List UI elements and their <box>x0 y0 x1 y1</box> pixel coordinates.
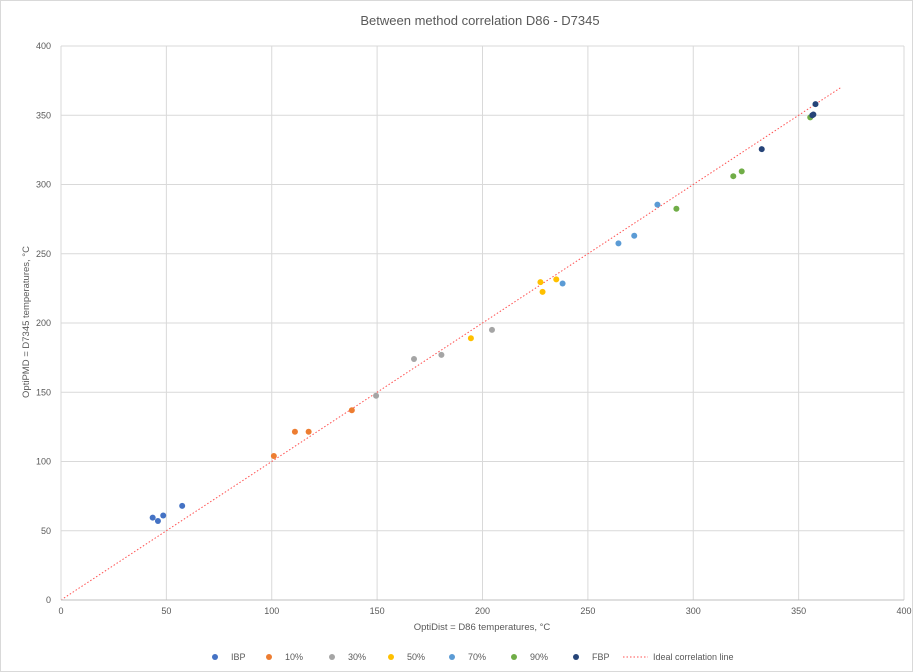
legend-label: IBP <box>231 652 246 662</box>
x-tick-label: 400 <box>896 606 911 616</box>
legend-marker <box>266 654 272 660</box>
reference-line-layer <box>60 87 842 601</box>
x-axis-title: OptiDist = D86 temperatures, °C <box>414 622 551 633</box>
y-tick-label: 400 <box>36 41 51 51</box>
x-tick-label: 300 <box>686 606 701 616</box>
x-tick-label: 0 <box>58 606 63 616</box>
y-tick-label: 250 <box>36 249 51 259</box>
data-point-series-0 <box>154 518 161 525</box>
y-tick-label: 0 <box>46 595 51 605</box>
tick-labels: 0 50 100 150 200 250 300 350 400 0 50 100 150 200 250 3… <box>36 41 912 616</box>
legend-label: Ideal correlation line <box>653 652 734 662</box>
data-point-series-4 <box>615 240 622 247</box>
data-point-series-5 <box>673 205 680 212</box>
ideal-correlation-line <box>60 87 842 601</box>
y-tick-label: 100 <box>36 457 51 467</box>
data-point-series-0 <box>149 514 156 521</box>
legend: IBP 10% 30% 50% 70% 90% FBP Ideal correlation l… <box>212 652 734 662</box>
data-points <box>149 101 819 525</box>
data-point-series-3 <box>539 288 546 295</box>
y-tick-label: 300 <box>36 180 51 190</box>
data-point-series-1 <box>305 428 312 435</box>
chart-title: Between method correlation D86 - D7345 <box>360 13 599 28</box>
x-tick-label: 50 <box>161 606 171 616</box>
data-point-series-2 <box>488 326 495 333</box>
data-point-series-4 <box>559 280 566 287</box>
data-point-series-2 <box>438 351 445 358</box>
legend-marker <box>388 654 394 660</box>
x-tick-label: 200 <box>475 606 490 616</box>
y-tick-label: 200 <box>36 318 51 328</box>
data-point-series-3 <box>537 279 544 286</box>
legend-marker <box>329 654 335 660</box>
x-tick-label: 100 <box>264 606 279 616</box>
y-tick-label: 350 <box>36 110 51 120</box>
data-point-series-2 <box>411 356 418 363</box>
data-point-series-6 <box>810 111 817 118</box>
y-tick-label: 150 <box>36 387 51 397</box>
data-point-series-4 <box>654 201 661 208</box>
legend-label: 90% <box>530 652 548 662</box>
legend-marker <box>212 654 218 660</box>
legend-label: FBP <box>592 652 610 662</box>
data-point-series-3 <box>553 276 560 283</box>
data-point-series-1 <box>270 452 277 459</box>
data-point-series-1 <box>291 428 298 435</box>
data-point-series-0 <box>160 512 167 519</box>
legend-label: 70% <box>468 652 486 662</box>
y-axis-title: OptiPMD = D7345 temperatures, °C <box>21 246 32 398</box>
data-point-series-2 <box>373 392 380 399</box>
y-tick-label: 50 <box>41 526 51 536</box>
legend-marker <box>449 654 455 660</box>
x-tick-label: 350 <box>791 606 806 616</box>
data-point-series-4 <box>631 232 638 239</box>
data-point-series-0 <box>179 502 186 509</box>
grid-lines <box>61 45 905 600</box>
data-point-series-5 <box>738 168 745 175</box>
data-point-series-6 <box>758 146 765 153</box>
x-tick-label: 150 <box>370 606 385 616</box>
data-point-series-6 <box>812 101 819 108</box>
legend-label: 30% <box>348 652 366 662</box>
legend-marker <box>573 654 579 660</box>
axes <box>60 46 904 601</box>
data-point-series-5 <box>730 173 737 180</box>
x-tick-label: 250 <box>580 606 595 616</box>
data-point-series-1 <box>348 407 355 414</box>
legend-label: 10% <box>285 652 303 662</box>
legend-marker <box>511 654 517 660</box>
data-point-series-3 <box>467 335 474 342</box>
legend-label: 50% <box>407 652 425 662</box>
